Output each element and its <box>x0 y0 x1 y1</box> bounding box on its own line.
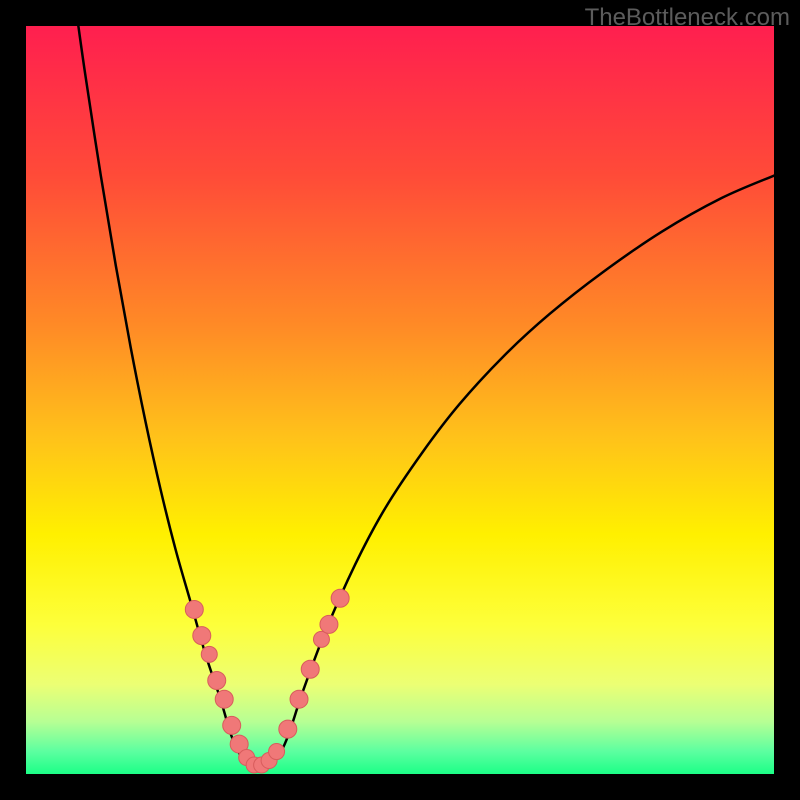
chart-background <box>26 26 774 774</box>
data-marker <box>279 720 297 738</box>
data-marker <box>215 690 233 708</box>
data-marker <box>208 672 226 690</box>
data-marker <box>313 631 329 647</box>
data-marker <box>185 600 203 618</box>
data-marker <box>223 716 241 734</box>
data-marker <box>320 615 338 633</box>
data-marker <box>290 690 308 708</box>
data-marker <box>201 646 217 662</box>
bottleneck-chart <box>0 0 800 800</box>
data-marker <box>193 627 211 645</box>
data-marker <box>331 589 349 607</box>
data-marker <box>269 744 285 760</box>
data-marker <box>301 660 319 678</box>
chart-stage: TheBottleneck.com <box>0 0 800 800</box>
